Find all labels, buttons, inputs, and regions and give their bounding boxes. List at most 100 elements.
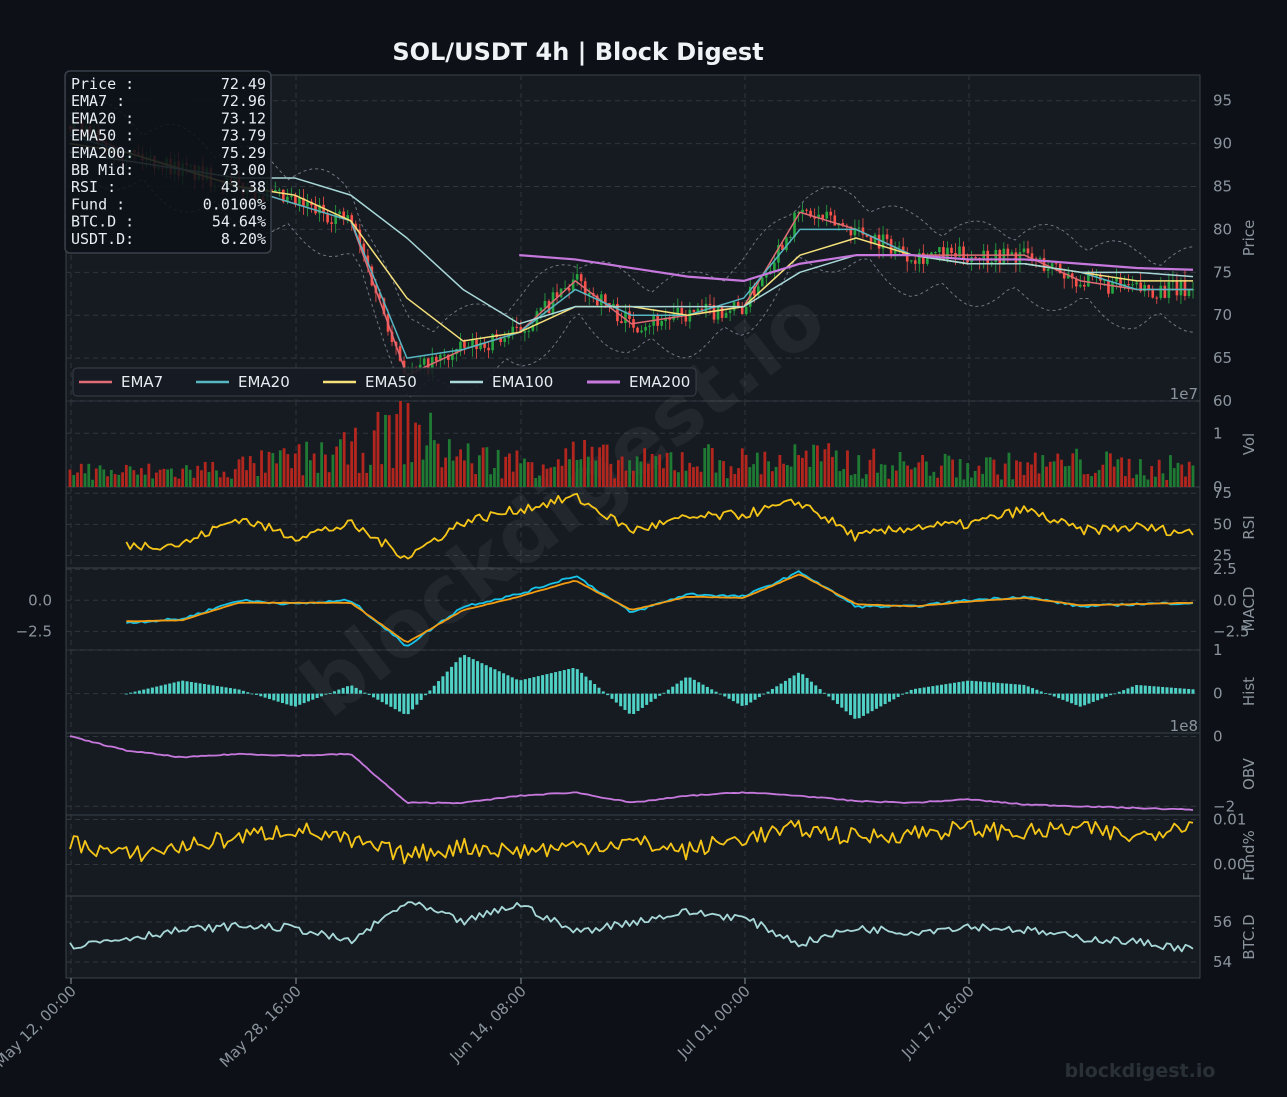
volume-bar	[241, 456, 245, 487]
volume-bar	[444, 457, 447, 487]
candle-body	[527, 330, 531, 332]
candle-body	[358, 229, 362, 244]
histogram-bar	[168, 683, 172, 694]
ylabel-hist: Hist	[1240, 677, 1258, 706]
ytick-btcd: 54	[1213, 953, 1232, 971]
candle-body	[728, 310, 732, 313]
histogram-bar	[285, 693, 289, 705]
candle-body	[338, 211, 341, 214]
candle-body	[1107, 280, 1110, 294]
volume-bar	[1052, 461, 1056, 487]
ytick-btcd: 56	[1213, 913, 1232, 931]
ytick-volume: 1	[1213, 424, 1223, 442]
volume-bar	[278, 450, 282, 487]
ylabel-volume: Vol	[1240, 433, 1258, 455]
histogram-bar	[623, 693, 627, 710]
volume-bar	[767, 461, 770, 487]
histogram-bar	[770, 688, 774, 694]
volume-bar	[834, 450, 838, 487]
volume-bar	[605, 444, 609, 487]
candle-body	[1127, 284, 1130, 286]
volume-bar	[481, 447, 485, 487]
volume-bar	[985, 457, 988, 487]
volume-bar	[894, 470, 898, 487]
histogram-bar	[818, 689, 822, 694]
histogram-bar	[1191, 689, 1195, 694]
volume-bar	[147, 463, 151, 487]
candle-body	[857, 227, 861, 229]
histogram-bar	[779, 683, 783, 694]
volume-bar	[538, 475, 541, 487]
ytick-price: 85	[1213, 178, 1232, 196]
histogram-bar	[493, 669, 497, 694]
candle-body	[756, 286, 760, 296]
volume-bar	[384, 414, 387, 487]
histogram-bar	[293, 693, 297, 707]
candle-body	[1087, 272, 1090, 287]
histogram-bar	[1057, 693, 1061, 699]
volume-bar	[556, 459, 560, 487]
candle-body	[426, 358, 430, 375]
histogram-bar	[697, 682, 701, 694]
candle-body	[547, 300, 551, 314]
candle-body	[821, 214, 824, 219]
ytick-hist: 0	[1213, 685, 1223, 703]
volume-bar	[68, 469, 72, 487]
histogram-bar	[1122, 690, 1126, 694]
candle-body	[849, 226, 853, 236]
candle-body	[829, 211, 833, 216]
volume-bar	[665, 452, 669, 487]
volume-bar	[372, 430, 376, 487]
volume-bar	[106, 476, 109, 487]
histogram-bar	[424, 693, 428, 696]
volume-bar	[842, 468, 846, 487]
candle-body	[917, 252, 921, 264]
candle-body	[950, 247, 953, 254]
histogram-bar	[207, 684, 211, 694]
volume-bar	[1120, 457, 1124, 487]
histogram-bar	[727, 693, 731, 699]
candle-body	[511, 326, 515, 335]
candle-body	[471, 339, 474, 347]
histogram-bar	[775, 686, 779, 694]
candle-body	[861, 227, 865, 235]
histogram-bar	[1174, 687, 1178, 694]
volume-bar	[346, 464, 350, 487]
candle-body	[318, 204, 321, 214]
histogram-bar	[953, 682, 957, 694]
candle-body	[1155, 297, 1159, 299]
histogram-bar	[393, 693, 397, 710]
histogram-bar	[254, 693, 258, 695]
candle-body	[628, 311, 631, 320]
histogram-bar	[341, 687, 345, 694]
histogram-bar	[996, 682, 1000, 694]
volume-bar	[808, 466, 812, 487]
volume-bar	[312, 453, 316, 487]
volume-bar	[954, 477, 958, 487]
volume-bar	[143, 474, 147, 487]
candle-body	[656, 315, 659, 326]
histogram-bar	[1044, 693, 1048, 694]
histogram-bar	[1156, 686, 1160, 694]
volume-bar	[827, 443, 831, 487]
histogram-bar	[189, 681, 193, 694]
histogram-bar	[614, 693, 618, 703]
histogram-bar	[497, 671, 501, 694]
candle-body	[342, 211, 346, 220]
histogram-bar	[1052, 693, 1056, 697]
volume-bar	[553, 466, 556, 487]
histogram-bar	[1165, 687, 1169, 694]
candle-body	[704, 303, 708, 313]
volume-bar	[233, 469, 237, 487]
candle-body	[563, 288, 567, 290]
histogram-bar	[137, 690, 141, 694]
histogram-bar	[202, 684, 206, 694]
histogram-bar	[684, 677, 688, 694]
histogram-bar	[900, 693, 904, 695]
volume-bar	[970, 477, 973, 487]
volume-bar	[564, 448, 568, 487]
histogram-bar	[714, 691, 718, 694]
info-label: EMA50 :	[71, 127, 134, 145]
histogram-bar	[398, 693, 402, 712]
candle-body	[362, 243, 366, 256]
